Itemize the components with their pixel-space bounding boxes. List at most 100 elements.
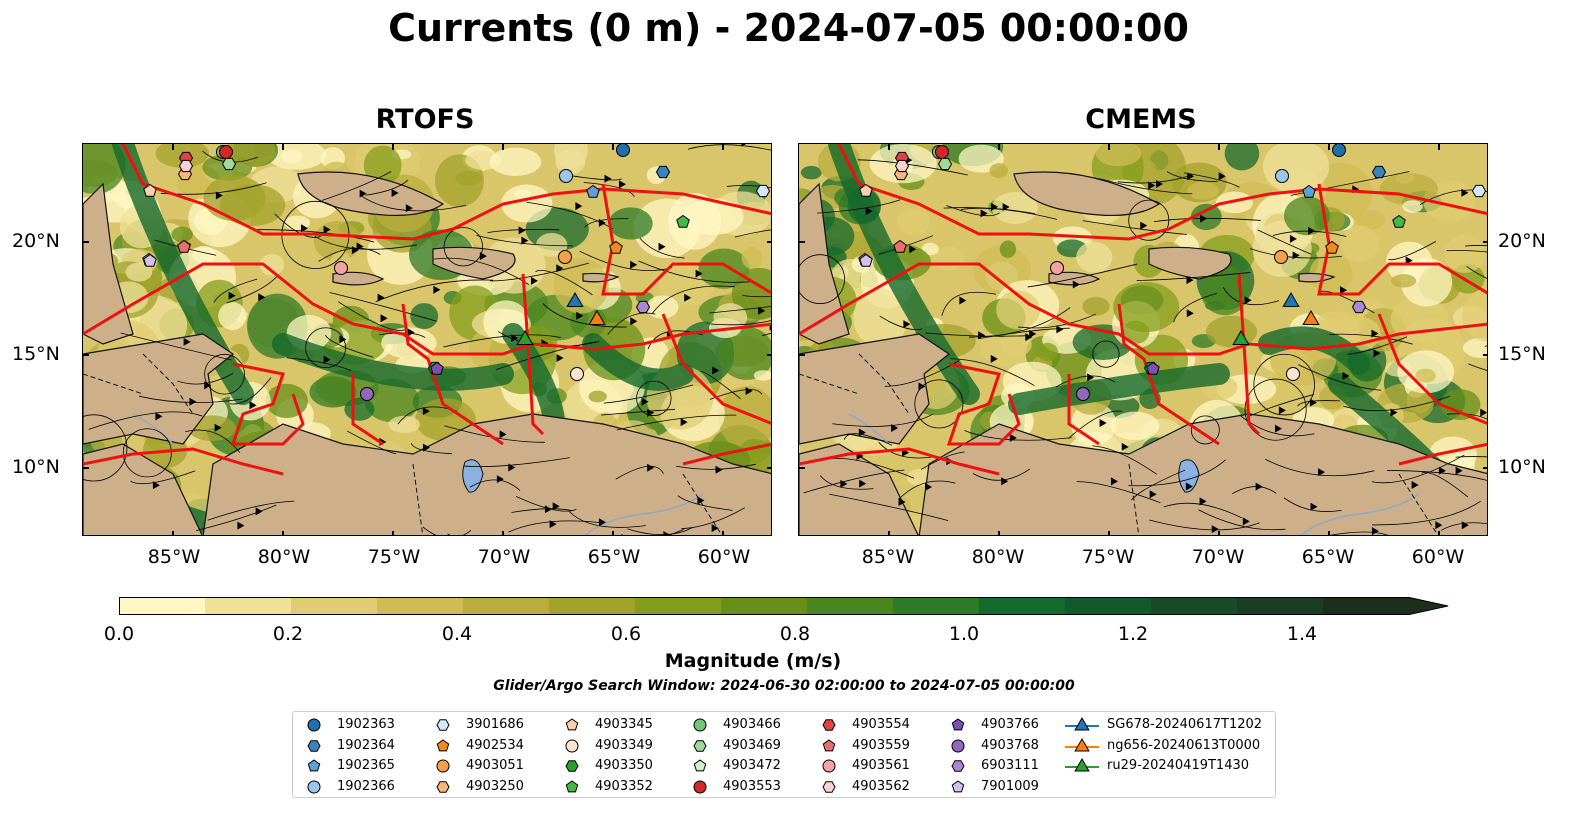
float-marker-4903345: [143, 183, 157, 197]
colorbar-tick: 1.2: [1117, 623, 1149, 645]
float-marker-3901686: [1471, 184, 1487, 198]
float-marker-4903469: [937, 157, 953, 171]
circle-icon: [951, 739, 965, 752]
legend-marker: [436, 780, 450, 793]
float-marker-1902364: [655, 165, 671, 179]
float-marker-4903562: [894, 159, 910, 173]
pentagon-icon: [565, 718, 579, 731]
country-borders: [799, 353, 1439, 535]
legend-label: 4903553: [723, 778, 781, 794]
legend-marker: [951, 739, 965, 752]
hexagon-icon: [307, 739, 321, 752]
legend-label: 4903466: [723, 717, 781, 732]
pentagon-icon: [565, 779, 579, 792]
axis-ticks: [83, 144, 771, 535]
float-marker-4903559: [177, 239, 191, 253]
legend-label: 4903561: [852, 758, 910, 773]
legend-label: 4903559: [852, 737, 910, 753]
legend-marker: [436, 759, 450, 773]
colorbar-tick: 1.0: [948, 623, 980, 645]
lon-label-80w-rtofs: 80°W: [257, 546, 311, 568]
colorbar-segment: [1323, 597, 1410, 615]
legend-marker: [693, 759, 707, 772]
lon-label-85w-rtofs: 85°W: [147, 546, 201, 568]
colorbar-extend-arrow: [1409, 597, 1449, 615]
legend-label: 6903111: [981, 758, 1039, 773]
legend-marker: [307, 718, 321, 732]
pentagon-icon: [951, 718, 965, 731]
circle-icon: [307, 718, 321, 732]
colorbar-gradient: [119, 597, 1449, 615]
legend: 1902363 1902364 1902365 1902366 3901686 49025…: [292, 711, 1276, 798]
lat-label-15n-left: 15°N: [12, 343, 60, 365]
legend-marker: [307, 780, 321, 793]
legend-marker: [1074, 716, 1090, 731]
legend-label: 4903345: [595, 717, 653, 732]
float-marker-4903768: [360, 387, 374, 401]
float-marker-4903051: [558, 250, 572, 264]
float-marker-4902534: [609, 240, 623, 254]
hexagon-icon: [436, 780, 450, 793]
legend-label: 1902365: [337, 758, 395, 773]
lat-label-15n-right: 15°N: [1498, 343, 1546, 365]
current-streamlines: [799, 156, 1487, 535]
float-marker-6903111: [1351, 300, 1367, 314]
colorbar-tick: 0.6: [610, 623, 642, 645]
circle-icon: [307, 780, 321, 793]
colorbar-segment: [377, 597, 464, 615]
lat-label-20n-left: 20°N: [12, 230, 60, 252]
colorbar-segment: [979, 597, 1066, 615]
pentagon-icon: [822, 738, 836, 751]
float-marker-4903051: [1274, 250, 1288, 264]
float-marker-1902366: [559, 169, 573, 183]
legend-label: 4903554: [852, 717, 910, 732]
colorbar-tick: 0.0: [103, 623, 135, 645]
colorbar-segment: [635, 597, 722, 615]
colorbar-segment: [1151, 597, 1238, 615]
float-marker-7901009: [143, 253, 157, 267]
lon-label-85w-cmems: 85°W: [861, 546, 915, 568]
triangle-icon: [1065, 757, 1099, 772]
glider-marker-ru29-20240419T1430: [1232, 330, 1250, 345]
legend-marker: [565, 760, 579, 772]
circle-icon: [436, 759, 450, 773]
legend-label: 4903472: [723, 758, 781, 773]
axis-ticks: [799, 144, 1487, 535]
search-window-text: Glider/Argo Search Window: 2024-06-30 02…: [493, 678, 1075, 694]
legend-label: 4903766: [981, 717, 1039, 732]
lon-label-60w-rtofs: 60°W: [697, 546, 751, 568]
float-marker-7901009: [859, 253, 873, 267]
hexagon-icon: [436, 719, 450, 731]
lon-label-75w-rtofs: 75°W: [367, 546, 421, 568]
float-marker-3901686: [755, 184, 771, 198]
float-marker-4903352: [676, 214, 690, 228]
lon-label-65w-rtofs: 65°W: [587, 546, 641, 568]
legend-marker: [693, 780, 707, 793]
float-marker-6903111: [635, 300, 651, 314]
legend-label: 4903350: [595, 758, 653, 773]
legend-marker: [436, 738, 450, 751]
colorbar-label: Magnitude (m/s): [664, 650, 842, 672]
float-marker-4903768: [1076, 387, 1090, 401]
colorbar-segment: [1237, 597, 1324, 615]
float-marker-4903469: [221, 157, 237, 171]
colorbar-tick: 0.2: [272, 623, 304, 645]
legend-label: SG678-20240617T1202: [1107, 717, 1263, 732]
lon-label-80w-cmems: 80°W: [971, 546, 1025, 568]
hexagon-icon: [951, 760, 965, 772]
map-canvas: [799, 144, 1487, 535]
colorbar-tick: 1.4: [1286, 623, 1318, 645]
float-marker-4903561: [334, 261, 348, 275]
figure-title: Currents (0 m) - 2024-07-05 00:00:00: [388, 6, 1189, 50]
triangle-icon: [1065, 716, 1099, 731]
colorbar-segment: [721, 597, 808, 615]
circle-icon: [693, 718, 707, 732]
legend-label: 4903562: [852, 778, 910, 794]
legend-label: 4903349: [595, 737, 653, 753]
legend-label: 4903768: [981, 737, 1039, 753]
colorbar-tick: 0.4: [441, 623, 473, 645]
legend-marker: [951, 718, 965, 731]
float-marker-1902363: [616, 144, 630, 157]
hexagon-icon: [822, 780, 836, 793]
legend-label: 7901009: [981, 778, 1039, 794]
